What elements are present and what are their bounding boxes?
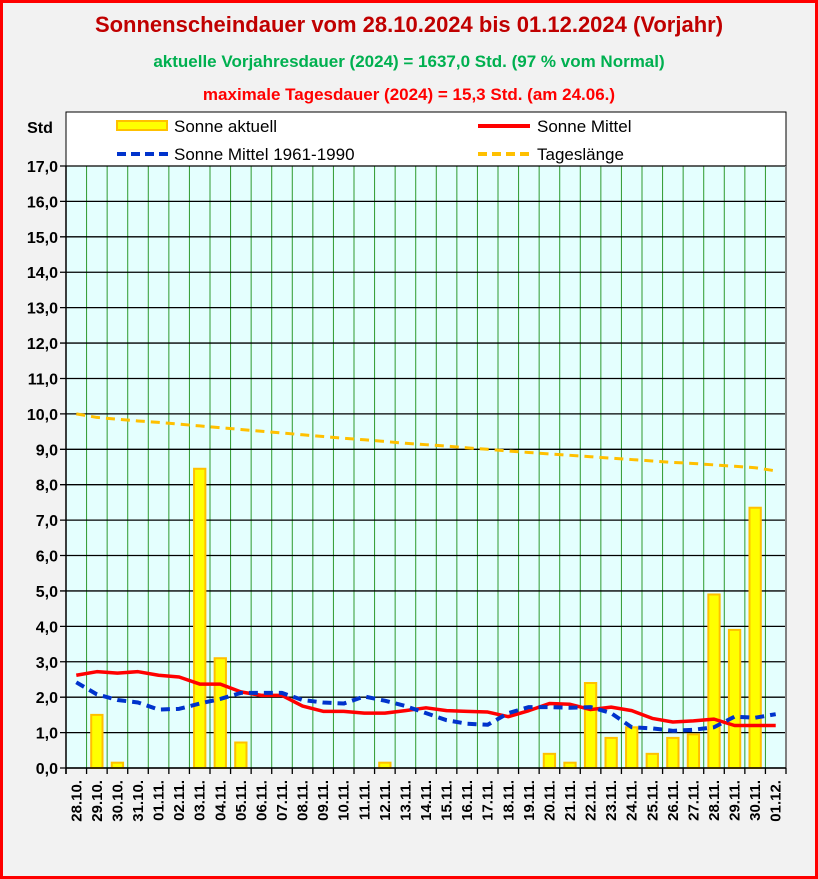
x-tick-label: 01.11. bbox=[151, 780, 168, 821]
y-tick-label: 14,0 bbox=[27, 265, 58, 282]
bar-sonne-aktuell bbox=[234, 741, 248, 770]
y-tick-label: 8,0 bbox=[36, 478, 58, 495]
x-tick-label: 12.11. bbox=[377, 780, 394, 821]
x-tick-label: 09.11. bbox=[315, 780, 332, 821]
y-tick-label: 9,0 bbox=[36, 442, 58, 459]
legend-label: Tageslänge bbox=[537, 145, 624, 164]
bar-sonne-aktuell bbox=[583, 682, 598, 770]
line-sonne-mittel-1961-1990 bbox=[75, 680, 777, 733]
legend-label: Sonne Mittel bbox=[537, 117, 632, 136]
x-tick-label: 03.11. bbox=[192, 780, 209, 821]
x-tick-label: 06.11. bbox=[253, 780, 270, 821]
line-sonne-mittel bbox=[75, 669, 776, 728]
bar-sonne-aktuell bbox=[748, 506, 762, 769]
y-tick-label: 2,0 bbox=[36, 690, 58, 707]
bar-sonne-aktuell bbox=[213, 657, 227, 769]
x-tick-label: 22.11. bbox=[583, 780, 600, 821]
y-tick-label: 1,0 bbox=[36, 726, 58, 743]
bar-sonne-aktuell bbox=[542, 752, 557, 769]
x-tick-label: 28.11. bbox=[706, 780, 723, 821]
bar-sonne-aktuell bbox=[686, 733, 701, 770]
x-tick-label: 02.11. bbox=[171, 780, 188, 821]
bar-sonne-aktuell bbox=[707, 593, 721, 770]
y-tick-label: 0,0 bbox=[36, 761, 58, 778]
x-tick-label: 21.11. bbox=[562, 780, 579, 821]
y-tick-label: 12,0 bbox=[27, 336, 58, 353]
x-tick-label: 30.10. bbox=[109, 780, 126, 822]
x-tick-label: 13.11. bbox=[397, 780, 414, 821]
bar-sonne-aktuell bbox=[110, 761, 125, 769]
y-tick-label: 3,0 bbox=[36, 655, 58, 672]
y-tick-label: 7,0 bbox=[36, 513, 58, 530]
y-tick-label: 6,0 bbox=[36, 549, 58, 566]
legend-label: Sonne Mittel 1961-1990 bbox=[174, 145, 355, 164]
x-tick-label: 18.11. bbox=[500, 780, 517, 821]
bar-sonne-aktuell bbox=[563, 761, 577, 769]
x-tick-label: 26.11. bbox=[665, 780, 682, 821]
y-axis-label: Std bbox=[27, 120, 53, 137]
y-tick-label: 11,0 bbox=[28, 371, 58, 388]
x-tick-label: 29.10. bbox=[89, 780, 106, 822]
y-tick-label: 17,0 bbox=[27, 159, 58, 176]
chart-title: Sonnenscheindauer vom 28.10.2024 bis 01.… bbox=[94, 12, 724, 37]
bar-sonne-aktuell bbox=[193, 467, 207, 769]
x-tick-label: 08.11. bbox=[295, 780, 312, 821]
x-tick-label: 27.11. bbox=[685, 780, 702, 821]
x-tick-label: 15.11. bbox=[439, 780, 456, 821]
chart-subtitle-annual: aktuelle Vorjahresdauer (2024) = 1637,0 … bbox=[153, 52, 665, 71]
bar-sonne-aktuell bbox=[666, 736, 680, 770]
bar-sonne-aktuell bbox=[378, 761, 392, 769]
plot-area bbox=[66, 166, 786, 768]
bar-sonne-aktuell bbox=[90, 713, 104, 769]
x-tick-label: 30.11. bbox=[747, 780, 764, 821]
x-tick-label: 05.11. bbox=[233, 780, 250, 821]
legend-label: Sonne aktuell bbox=[174, 117, 277, 136]
x-tick-label: 10.11. bbox=[336, 780, 353, 821]
x-tick-label: 16.11. bbox=[459, 780, 476, 821]
bar-sonne-aktuell bbox=[604, 736, 618, 770]
x-tick-label: 04.11. bbox=[212, 780, 229, 821]
legend-swatch-sonne-aktuell bbox=[116, 120, 168, 131]
line-tageslaenge bbox=[76, 412, 776, 473]
y-tick-label: 16,0 bbox=[27, 194, 58, 211]
y-tick-label: 10,0 bbox=[27, 407, 58, 424]
y-tick-label: 15,0 bbox=[27, 230, 58, 247]
x-tick-label: 19.11. bbox=[521, 780, 538, 821]
x-tick-label: 25.11. bbox=[644, 780, 661, 821]
x-tick-label: 29.11. bbox=[727, 780, 744, 821]
x-tick-label: 17.11. bbox=[480, 780, 497, 821]
y-tick-label: 13,0 bbox=[27, 301, 58, 318]
x-tick-label: 11.11. bbox=[356, 780, 373, 820]
chart-subtitle-max: maximale Tagesdauer (2024) = 15,3 Std. (… bbox=[202, 85, 616, 104]
x-tick-label: 20.11. bbox=[541, 780, 558, 821]
legend: Sonne aktuell Sonne Mittel Sonne Mittel … bbox=[65, 111, 787, 167]
bar-sonne-aktuell bbox=[727, 628, 742, 769]
y-tick-label: 5,0 bbox=[36, 584, 58, 601]
x-tick-label: 23.11. bbox=[603, 780, 620, 821]
x-tick-label: 28.10. bbox=[68, 780, 85, 822]
x-tick-label: 07.11. bbox=[274, 780, 291, 821]
x-tick-label: 24.11. bbox=[624, 780, 641, 821]
x-tick-label: 31.10. bbox=[130, 780, 147, 822]
y-tick-label: 4,0 bbox=[36, 619, 58, 636]
x-tick-label: 01.12. bbox=[768, 780, 785, 822]
bar-sonne-aktuell bbox=[625, 726, 639, 770]
bar-sonne-aktuell bbox=[645, 752, 659, 769]
x-tick-label: 14.11. bbox=[418, 780, 435, 821]
